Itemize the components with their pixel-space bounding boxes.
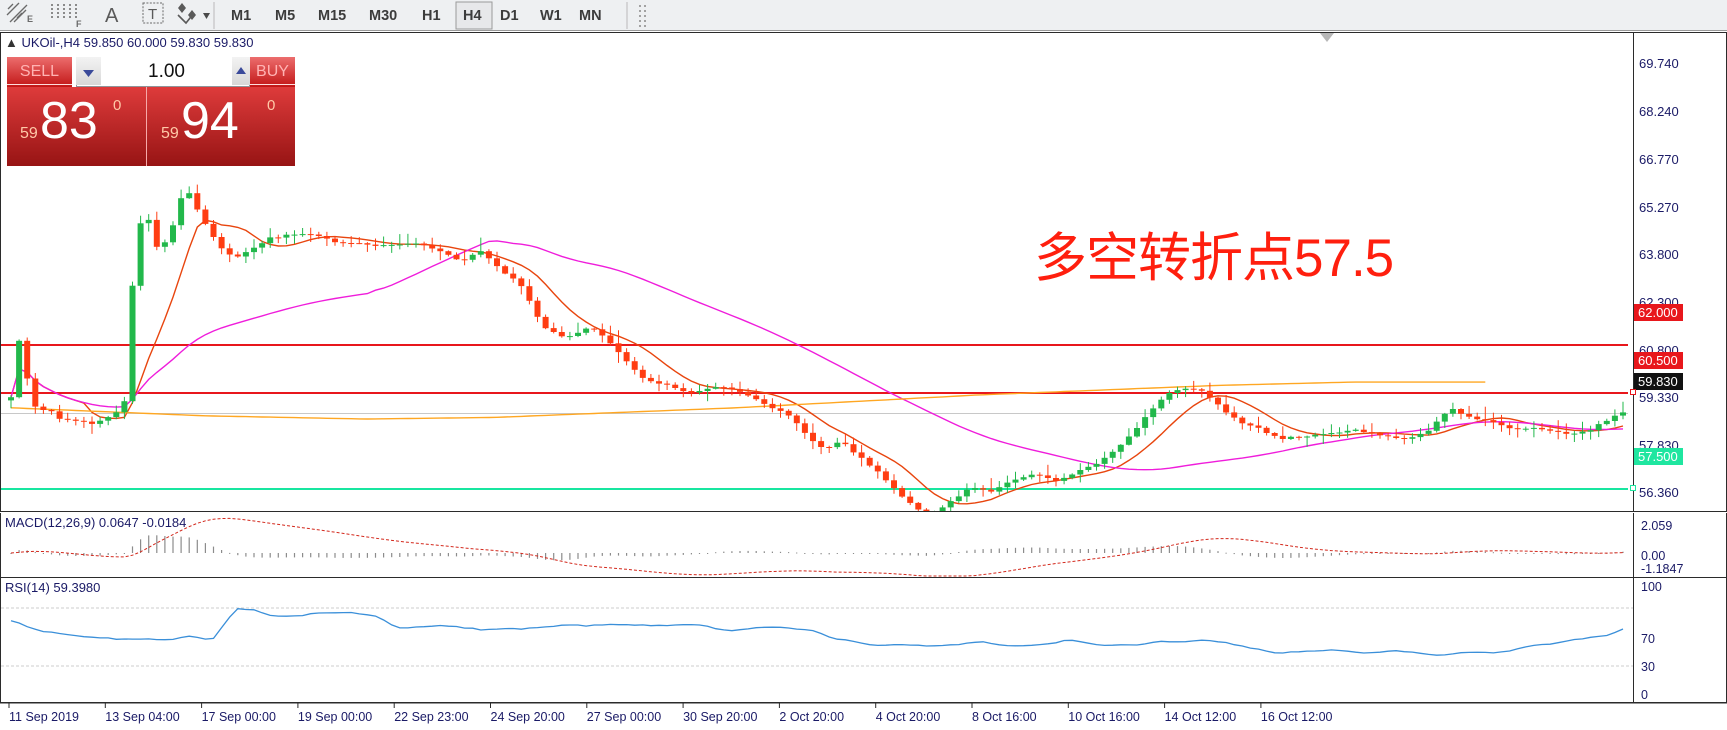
svg-text:M30: M30: [369, 8, 397, 24]
svg-text:M1: M1: [231, 8, 251, 24]
svg-text:W1: W1: [540, 8, 562, 24]
svg-text:M5: M5: [275, 8, 295, 24]
svg-text:11 Sep 2019: 11 Sep 2019: [9, 710, 79, 724]
svg-text:27 Sep 00:00: 27 Sep 00:00: [587, 710, 661, 724]
svg-text:13 Sep 04:00: 13 Sep 04:00: [105, 710, 179, 724]
svg-text:MN: MN: [579, 8, 602, 24]
svg-text:14 Oct 12:00: 14 Oct 12:00: [1165, 710, 1237, 724]
svg-text:F: F: [76, 19, 82, 29]
svg-text:4 Oct 20:00: 4 Oct 20:00: [876, 710, 941, 724]
svg-text:M15: M15: [318, 8, 346, 24]
svg-text:2 Oct 20:00: 2 Oct 20:00: [779, 710, 844, 724]
svg-text:H4: H4: [463, 8, 482, 24]
svg-text:H1: H1: [422, 8, 441, 24]
svg-text:30 Sep 20:00: 30 Sep 20:00: [683, 710, 757, 724]
svg-text:10 Oct 16:00: 10 Oct 16:00: [1068, 710, 1140, 724]
svg-text:T: T: [148, 6, 157, 23]
svg-text:17 Sep 00:00: 17 Sep 00:00: [202, 710, 276, 724]
svg-text:22 Sep 23:00: 22 Sep 23:00: [394, 710, 468, 724]
svg-text:16 Oct 12:00: 16 Oct 12:00: [1261, 710, 1333, 724]
svg-text:8 Oct 16:00: 8 Oct 16:00: [972, 710, 1037, 724]
svg-text:19 Sep 00:00: 19 Sep 00:00: [298, 710, 372, 724]
svg-text:E: E: [27, 14, 33, 24]
svg-text:A: A: [105, 5, 119, 27]
svg-text:24 Sep 20:00: 24 Sep 20:00: [491, 710, 565, 724]
svg-text:D1: D1: [500, 8, 519, 24]
